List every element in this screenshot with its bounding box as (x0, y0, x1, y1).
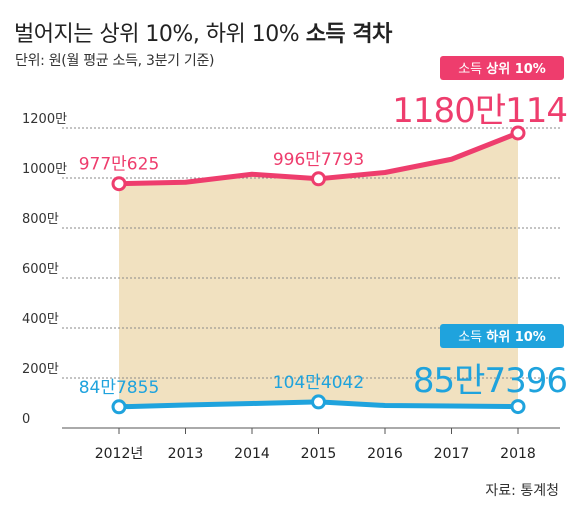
bottom10-point (510, 399, 526, 415)
bottom10-badge-label: 소득 하위 10% (458, 329, 546, 345)
y-tick-label: 1000만 (22, 162, 67, 177)
x-tick-label: 2017 (434, 446, 470, 462)
bottom10-data-label: 84만7855 (79, 378, 160, 398)
bottom10-point (311, 394, 326, 410)
unit-note: 단위: 원(월 평균 소득, 3분기 기준) (15, 53, 215, 69)
x-tick-label: 2012년 (95, 446, 144, 462)
bottom10-highlight-value: 85만7396 (413, 361, 567, 401)
x-tick-label: 2014 (234, 446, 270, 462)
top10-point (510, 125, 526, 141)
top10-data-label: 996만7793 (273, 150, 364, 170)
y-tick-label: 400만 (22, 312, 59, 327)
bottom10-badge-box (440, 324, 564, 348)
y-tick-label: 1200만 (22, 112, 67, 127)
title-prefix: 벌어지는 상위 10%, 하위 10% (14, 22, 306, 47)
gap-area (119, 132, 518, 407)
x-tick-label: 2013 (168, 446, 204, 462)
top10-data-label: 977만625 (79, 155, 160, 175)
bottom10-point (111, 399, 127, 415)
bottom10-data-label: 104만4042 (273, 373, 364, 393)
x-tick-label: 2016 (367, 446, 403, 462)
x-tick-label: 2015 (301, 446, 337, 462)
title-bold: 소득 격차 (305, 22, 393, 47)
chart-title: 벌어지는 상위 10%, 하위 10% 소득 격차 (14, 16, 392, 48)
x-tick-label: 2018 (500, 446, 536, 462)
top10-highlight-value: 1180만114 (392, 91, 567, 131)
source-note: 자료: 통계청 (485, 483, 559, 499)
top10-badge-box (440, 56, 564, 80)
top10-point (311, 171, 326, 187)
y-tick-label: 0 (22, 412, 30, 427)
top10-badge-label: 소득 상위 10% (458, 62, 546, 77)
y-tick-label: 200만 (22, 362, 59, 377)
y-tick-label: 600만 (22, 262, 59, 277)
y-tick-label: 800만 (22, 212, 59, 227)
top10-point (111, 176, 127, 192)
